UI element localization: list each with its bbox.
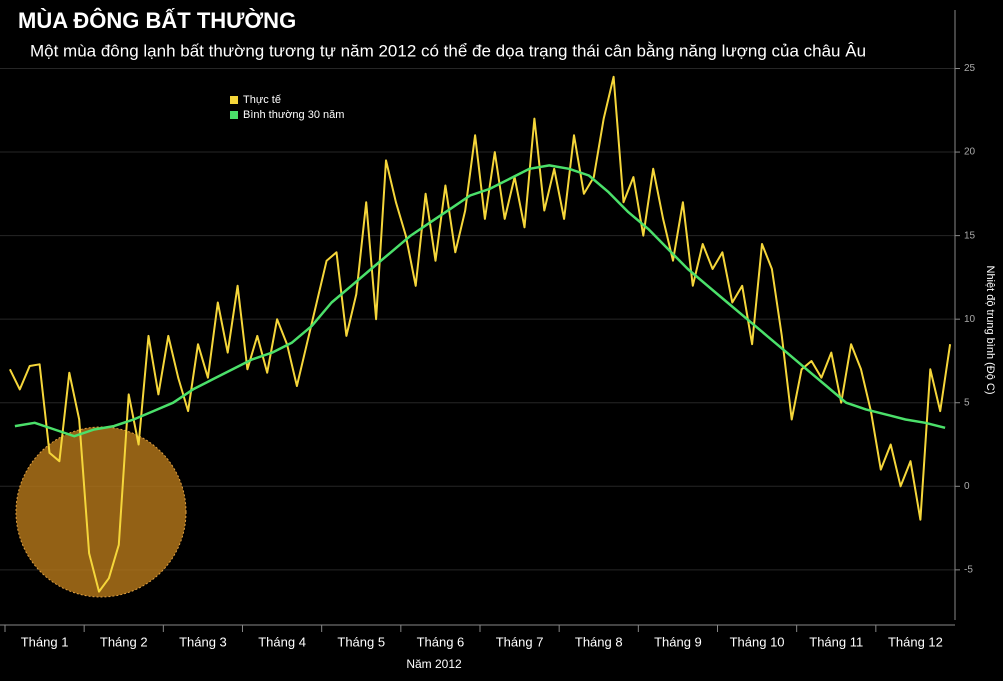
x-tick-label: Tháng 3: [179, 634, 227, 649]
y-tick-label: 10: [964, 314, 976, 325]
x-tick-label: Tháng 1: [21, 634, 69, 649]
y-tick-label: 25: [964, 63, 976, 74]
y-axis-label: Nhiệt độ trung bình (Độ C): [984, 265, 996, 394]
x-axis-label: Năm 2012: [406, 657, 462, 671]
chart-title: MÙA ĐÔNG BẤT THƯỜNG: [18, 8, 296, 33]
x-tick-label: Tháng 12: [888, 634, 943, 649]
legend-label: Bình thường 30 năm: [243, 109, 344, 121]
highlight-circle: [15, 426, 187, 598]
x-tick-label: Tháng 9: [654, 634, 702, 649]
y-tick-label: 15: [964, 230, 976, 241]
x-tick-label: Tháng 10: [730, 634, 785, 649]
x-tick-label: Tháng 8: [575, 634, 623, 649]
series-line: [9, 75, 952, 593]
y-tick-label: -5: [964, 565, 973, 576]
x-tick-label: Tháng 4: [258, 634, 306, 649]
series-line: [14, 164, 946, 438]
x-tick-label: Tháng 5: [337, 634, 385, 649]
x-tick-label: Tháng 2: [100, 634, 148, 649]
y-tick-label: 0: [964, 481, 970, 492]
x-tick-label: Tháng 6: [417, 634, 465, 649]
legend-swatch: [230, 111, 238, 119]
y-tick-label: 20: [964, 147, 976, 158]
chart-subtitle: Một mùa đông lạnh bất thường tương tự nă…: [30, 41, 866, 60]
x-tick-label: Tháng 7: [496, 634, 544, 649]
legend-swatch: [230, 96, 238, 104]
y-tick-label: 5: [964, 397, 970, 408]
x-tick-label: Tháng 11: [809, 634, 863, 649]
legend-label: Thực tế: [243, 94, 281, 106]
